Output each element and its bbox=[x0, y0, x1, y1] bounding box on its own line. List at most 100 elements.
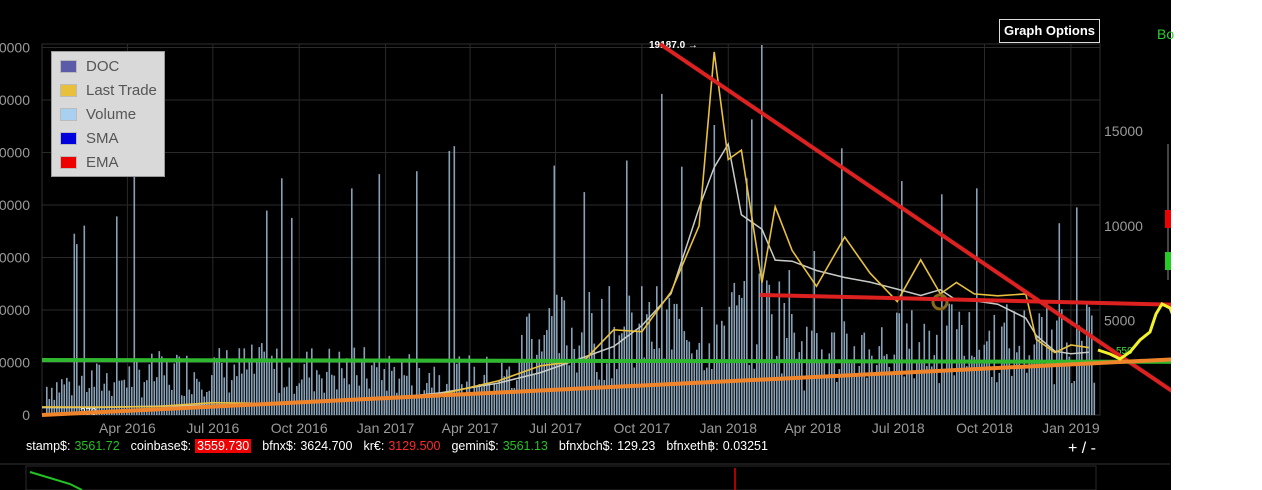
volume-bar bbox=[536, 354, 538, 415]
volume-bar bbox=[218, 348, 221, 415]
ticker-label: bfnxeth฿: bbox=[666, 439, 719, 453]
volume-bar bbox=[246, 369, 248, 415]
volume-bar bbox=[778, 281, 781, 415]
legend-item[interactable]: DOC bbox=[60, 56, 119, 76]
annotation-red-trendline-down bbox=[658, 42, 1262, 454]
volume-bar bbox=[753, 368, 756, 415]
volume-bar bbox=[998, 372, 1001, 415]
legend-label: Volume bbox=[86, 105, 137, 123]
legend-item[interactable]: SMA bbox=[60, 128, 119, 148]
volume-bar bbox=[906, 323, 908, 415]
volume-bar bbox=[436, 393, 438, 415]
volume-bar bbox=[296, 385, 298, 415]
volume-bar bbox=[171, 389, 173, 415]
volume-bar bbox=[828, 353, 831, 415]
volume-bar bbox=[518, 361, 521, 415]
volume-bar bbox=[886, 354, 888, 415]
volume-bar bbox=[631, 312, 633, 415]
overlay-white-panel bbox=[1171, 0, 1262, 490]
volume-bar bbox=[708, 343, 711, 415]
volume-bar bbox=[221, 363, 223, 415]
volume-bar bbox=[598, 379, 601, 415]
volume-bar bbox=[661, 93, 663, 416]
volume-bar bbox=[83, 225, 86, 415]
volume-bar bbox=[326, 371, 328, 415]
volume-bar bbox=[286, 386, 288, 415]
volume-bar bbox=[276, 348, 278, 415]
volume-bar bbox=[803, 390, 806, 415]
volume-bar bbox=[411, 385, 413, 415]
volume-bar bbox=[526, 316, 528, 415]
volume-bar bbox=[623, 326, 626, 415]
volume-bar bbox=[723, 325, 726, 415]
volume-bar bbox=[833, 332, 836, 415]
volume-bar bbox=[873, 373, 876, 415]
volume-bar bbox=[541, 351, 543, 415]
volume-bar bbox=[656, 286, 658, 415]
volume-bar bbox=[126, 387, 128, 415]
volume-bar bbox=[301, 379, 303, 415]
volume-bar bbox=[731, 292, 733, 415]
volume-bar bbox=[921, 363, 923, 415]
volume-bar bbox=[583, 192, 586, 415]
chart-legend: DOC Last Trade Volume SMA EMA bbox=[51, 51, 165, 177]
annotation-orange-trendline bbox=[41, 353, 1262, 417]
x-tick-label: Apr 2018 bbox=[784, 420, 841, 436]
volume-bar bbox=[721, 320, 723, 415]
legend-swatch bbox=[60, 155, 77, 169]
graph-options-button[interactable]: Graph Options bbox=[999, 19, 1100, 43]
zoom-toggle[interactable]: + / - bbox=[1068, 440, 1097, 457]
volume-bar bbox=[1001, 326, 1003, 415]
legend-item[interactable]: EMA bbox=[60, 152, 119, 172]
volume-bar bbox=[543, 335, 546, 415]
volume-bar bbox=[1086, 303, 1088, 415]
volume-bar bbox=[346, 358, 348, 415]
ticker-label: gemini$: bbox=[451, 438, 499, 453]
volume-bar bbox=[281, 178, 283, 415]
volume-bar bbox=[996, 382, 998, 415]
volume-bar bbox=[86, 392, 88, 415]
volume-tick-label: 0000 bbox=[0, 92, 30, 108]
volume-bar bbox=[1071, 383, 1073, 415]
legend-swatch bbox=[60, 83, 77, 97]
volume-bar bbox=[91, 370, 93, 415]
volume-bar bbox=[783, 303, 786, 415]
volume-bar bbox=[1066, 342, 1068, 415]
volume-bar bbox=[341, 368, 343, 415]
volume-bar bbox=[233, 364, 236, 415]
ticker-value: 3561.72 bbox=[74, 438, 120, 453]
volume-bar bbox=[1048, 346, 1051, 415]
volume-bar bbox=[581, 332, 583, 415]
volume-bar bbox=[968, 312, 971, 415]
volume-bar bbox=[133, 138, 136, 415]
volume-bar bbox=[686, 340, 688, 415]
volume-bar bbox=[956, 329, 958, 415]
volume-bar bbox=[176, 354, 178, 415]
ticker-value: 0.03251 bbox=[722, 438, 768, 453]
volume-bar bbox=[916, 362, 918, 415]
volume-bar bbox=[551, 316, 553, 415]
volume-bar bbox=[821, 349, 823, 415]
volume-bar bbox=[948, 303, 951, 415]
legend-item[interactable]: Volume bbox=[60, 104, 136, 124]
x-axis-ticks: Apr 2016 Jul 2016 Oct 2016 Jan 2017 Apr 2017… bbox=[99, 420, 1100, 436]
volume-bar bbox=[1043, 365, 1046, 415]
volume-bar bbox=[166, 359, 168, 415]
volume-bar bbox=[66, 377, 68, 415]
volume-bar bbox=[681, 166, 683, 415]
volume-bar bbox=[771, 314, 773, 415]
volume-bar bbox=[1078, 325, 1081, 415]
volume-bar bbox=[618, 335, 621, 415]
volume-bar bbox=[1073, 381, 1076, 415]
volume-bar bbox=[791, 314, 793, 415]
volume-tick-label: 0000 bbox=[0, 0, 30, 3]
volume-bar bbox=[563, 300, 566, 415]
volume-bar bbox=[63, 384, 66, 415]
volume-bar bbox=[468, 355, 471, 415]
legend-item[interactable]: Last Trade bbox=[60, 80, 157, 100]
volume-bar bbox=[51, 387, 53, 415]
volume-bar bbox=[848, 363, 851, 415]
volume-bar bbox=[628, 295, 631, 415]
volume-bar bbox=[1058, 223, 1061, 415]
volume-bar bbox=[321, 378, 323, 415]
